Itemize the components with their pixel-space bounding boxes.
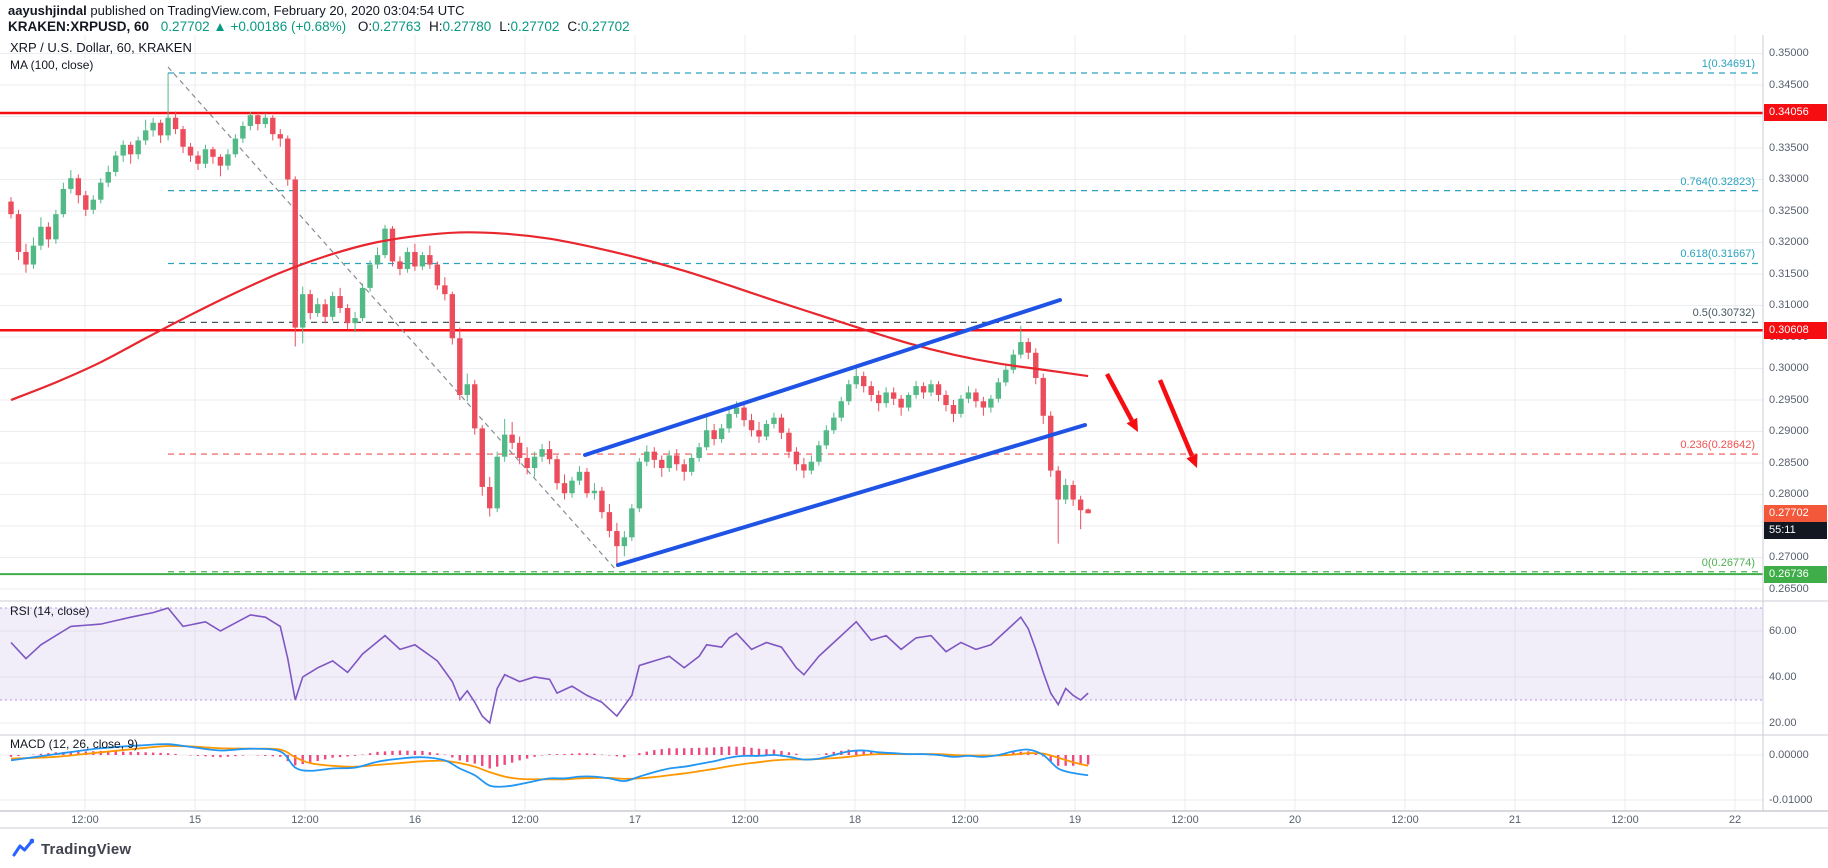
last-price-value: 0.27702 (160, 19, 210, 34)
symbol-info-bar: KRAKEN:XRPUSD, 60 0.27702 ▲ +0.00186 (+0… (8, 19, 630, 34)
price-axis-label: 0.27000 (1769, 551, 1809, 563)
tradingview-logo-text: TradingView (41, 840, 132, 858)
fib-level-label: 0(0.26774) (1701, 556, 1755, 569)
time-axis-label: 12:00 (1611, 814, 1639, 826)
rsi-axis-label: 60.00 (1769, 624, 1797, 637)
time-axis-label: 16 (408, 814, 422, 826)
ohlc-item: C:0.27702 (567, 19, 630, 34)
time-axis-label: 22 (1728, 814, 1742, 826)
fib-level-label: 0.618(0.31667) (1680, 248, 1755, 261)
time-axis-label: 12:00 (1391, 814, 1419, 826)
byline-text: published on TradingView.com, February 2… (86, 3, 465, 18)
time-axis-label: 19 (1068, 814, 1082, 826)
time-axis-label: 15 (188, 814, 202, 826)
price-axis-label: 0.34500 (1769, 78, 1809, 91)
fib-level-label: 0.764(0.32823) (1680, 175, 1755, 188)
time-axis-label: 18 (848, 814, 862, 826)
macd-axis-label: 0.00000 (1769, 748, 1809, 761)
price-tag: 0.26736 (1764, 565, 1827, 583)
chart-legend-title: XRP / U.S. Dollar, 60, KRAKEN (10, 40, 192, 55)
price-axis-label: 0.35000 (1769, 47, 1809, 59)
price-axis-label: 0.30000 (1769, 362, 1809, 374)
price-change: +0.00186 (+0.68%) (230, 19, 347, 34)
price-axis-label: 0.33000 (1769, 173, 1809, 185)
horizontal-level-lines (0, 111, 1763, 576)
up-triangle-icon: ▲ (213, 19, 227, 34)
price-axis-label: 0.32000 (1769, 236, 1809, 248)
rsi-axis-label: 20.00 (1769, 716, 1797, 729)
price-tag: 0.34056 (1764, 104, 1827, 122)
price-axis-label: 0.31000 (1769, 299, 1809, 311)
price-axis-label: 0.33500 (1769, 141, 1809, 154)
time-axis-label: 12:00 (71, 814, 99, 826)
fib-level-label: 0.5(0.30732) (1692, 307, 1755, 320)
byline-username: aayushjindal (8, 3, 87, 18)
price-axis-label: 0.28500 (1769, 456, 1809, 469)
fib-retracement-lines (168, 72, 1763, 573)
price-axis-label: 0.31500 (1769, 267, 1809, 280)
ohlc-item: H:0.27780 (428, 19, 492, 34)
symbol-title: KRAKEN:XRPUSD, 60 (8, 19, 150, 34)
grid-lines (0, 35, 1763, 811)
macd-lines (10, 743, 1089, 788)
candles (8, 73, 1091, 567)
time-axis-label: 20 (1288, 814, 1302, 826)
countdown-tag: 55:11 (1764, 521, 1827, 539)
rsi-line (10, 607, 1089, 725)
tradingview-logo-icon (12, 838, 34, 857)
ohlc-values: O:0.27763 H:0.27780 L:0.27702 C:0.27702 (350, 19, 630, 34)
time-axis-label: 12:00 (291, 814, 319, 826)
rsi-axis-label: 40.00 (1769, 670, 1797, 683)
time-axis-label: 12:00 (1171, 814, 1199, 826)
price-axis-label: 0.29000 (1769, 425, 1809, 437)
ohlc-item: L:0.27702 (499, 19, 560, 34)
time-axis-label: 12:00 (731, 814, 759, 826)
rsi-band (0, 607, 1763, 701)
ascending-channel-lines (583, 298, 1087, 567)
time-axis-label: 12:00 (951, 814, 979, 826)
rsi-pane-label: RSI (14, close) (10, 604, 90, 618)
time-axis-label: 17 (628, 814, 642, 826)
price-axis-label: 0.26500 (1769, 582, 1809, 595)
pane-separators (0, 35, 1828, 829)
byline: aayushjindal published on TradingView.co… (8, 3, 464, 18)
price-axis[interactable]: 0.350000.345000.340000.335000.330000.325… (1763, 0, 1828, 828)
price-tag: 0.30608 (1764, 321, 1827, 339)
price-axis-label: 0.32500 (1769, 204, 1809, 217)
macd-pane-label: MACD (12, 26, close, 9) (10, 737, 139, 751)
macd-axis-label: -0.01000 (1769, 793, 1813, 806)
macd-histogram (9, 746, 1090, 769)
ohlc-item: O:0.27763 (357, 19, 421, 34)
time-axis-label: 12:00 (511, 814, 539, 826)
fib-diagonal-line (167, 66, 618, 572)
fib-level-label: 0.236(0.28642) (1680, 439, 1755, 452)
ma-legend: MA (100, close) (10, 58, 94, 72)
time-axis-label: 21 (1508, 814, 1522, 826)
tradingview-logo[interactable]: TradingView (12, 838, 131, 860)
price-tag: 0.27702 (1764, 504, 1827, 522)
price-axis-label: 0.28000 (1769, 488, 1809, 500)
price-axis-label: 0.29500 (1769, 393, 1809, 406)
time-axis[interactable]: 12:00 15 12:00 16 12:00 17 12:00 18 12:00 19 12:00… (0, 813, 1763, 828)
red-down-arrows (1105, 372, 1198, 468)
fib-level-label: 1(0.34691) (1701, 57, 1755, 70)
ma-100-line (10, 231, 1089, 402)
